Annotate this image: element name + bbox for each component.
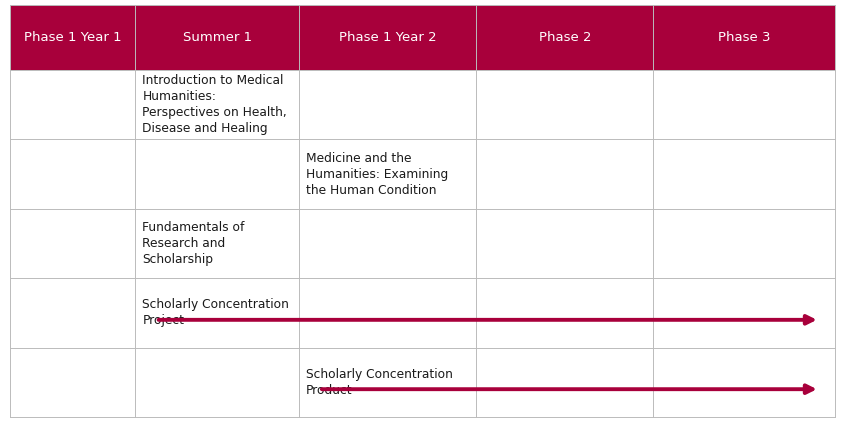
Text: Medicine and the
Humanities: Examining
the Human Condition: Medicine and the Humanities: Examining t… (306, 151, 447, 197)
Text: Introduction to Medical
Humanities:
Perspectives on Health,
Disease and Healing: Introduction to Medical Humanities: Pers… (142, 74, 287, 135)
Text: Scholarly Concentration
Project: Scholarly Concentration Project (142, 298, 289, 327)
Bar (10, 5, 135, 70)
Bar (10, 140, 834, 209)
Bar (475, 5, 652, 70)
Bar (10, 348, 834, 417)
Bar (10, 278, 834, 348)
Text: Summer 1: Summer 1 (182, 31, 252, 44)
Bar (299, 5, 475, 70)
Text: Phase 1 Year 2: Phase 1 Year 2 (338, 31, 436, 44)
Bar (10, 209, 834, 278)
Text: Phase 1 Year 1: Phase 1 Year 1 (24, 31, 122, 44)
Bar (10, 70, 834, 140)
Bar (652, 5, 834, 70)
Bar (135, 5, 299, 70)
Text: Scholarly Concentration
Product: Scholarly Concentration Product (306, 368, 452, 397)
Text: Fundamentals of
Research and
Scholarship: Fundamentals of Research and Scholarship (142, 221, 245, 266)
Text: Phase 3: Phase 3 (717, 31, 770, 44)
Text: Phase 2: Phase 2 (538, 31, 590, 44)
